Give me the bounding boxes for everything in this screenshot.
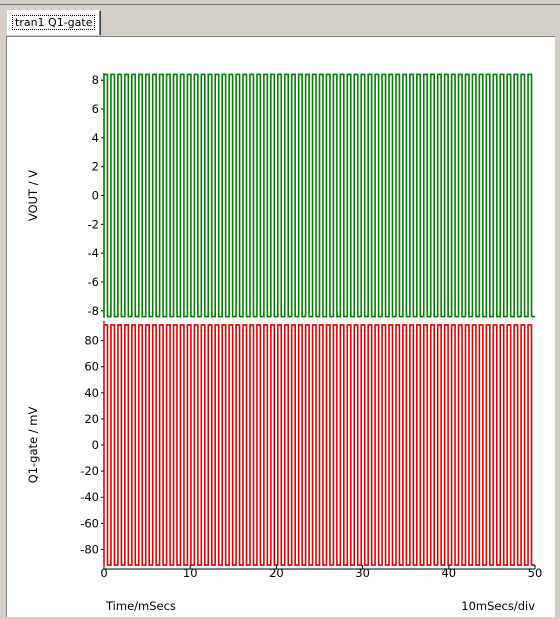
x-tick-label: 40 [441,566,456,580]
y-tick-label: 0 [92,438,99,452]
y-tick-label: 2 [92,160,99,174]
y-tick-label: 0 [92,189,99,203]
y-tick-label: 40 [84,386,99,400]
x-axis-label: Time/mSecs [105,599,176,613]
tab-strip: tran1 Q1-gate [0,0,560,36]
waveform-trace-2 [103,324,535,566]
x-scale-label: 10mSecs/div [461,599,535,613]
x-tick-label: 20 [269,566,284,580]
y-axis-label: Q1-gate / mV [26,407,40,484]
y-tick-label: -4 [88,246,99,260]
y-tick-label: 6 [92,102,99,116]
y-tick-label: 8 [92,73,99,87]
x-tick-label: 10 [183,566,198,580]
y-tick-label: -60 [80,516,99,530]
y-tick-label: 80 [84,334,99,348]
x-tick-label: 30 [355,566,370,580]
y-tick-label: -6 [88,275,99,289]
y-tick-label: 4 [92,131,99,145]
graph-panel: 8 6 4 2 0 -2 -4 -6 -8 VOUT / V 80 60 40 20 0 -20 -40 -60-… [6,36,555,617]
tab-tran1-q1-gate[interactable]: tran1 Q1-gate [7,10,101,35]
tab-strip-border [0,4,560,5]
waveform-trace-1 [103,73,535,318]
y-tick-label: -20 [80,464,99,478]
y-tick-label: 60 [84,360,99,374]
x-tick-label: 50 [528,566,543,580]
tab-label: tran1 Q1-gate [12,15,96,30]
y-tick-label: 20 [84,412,99,426]
y-tick-label: -2 [88,217,99,231]
y-tick-label: -80 [80,542,99,556]
y-tick-label: -8 [88,304,99,318]
y-tick-label: -40 [80,490,99,504]
x-tick-label: 0 [100,566,107,580]
y-axis-label: VOUT / V [26,170,40,221]
